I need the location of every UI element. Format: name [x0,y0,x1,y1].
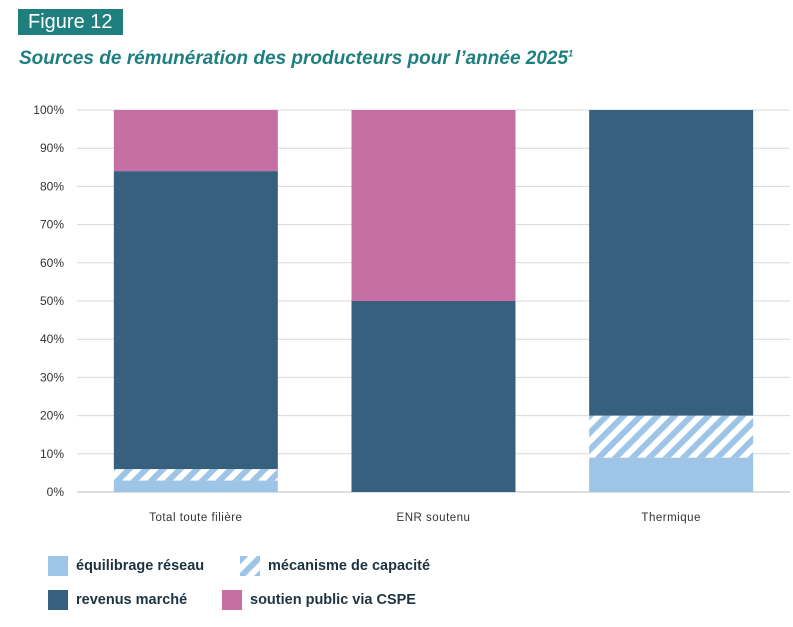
y-tick-label: 90% [40,141,64,155]
x-category-label: Total toute filière [149,512,242,524]
bar-segment-cspe [351,110,516,301]
bar-segment-equilibrage [113,480,278,492]
x-category-label: ENR soutenu [397,512,471,524]
bar-segment-equilibrage [589,457,754,492]
y-tick-label: 0% [47,485,65,499]
legend-item-marche: revenus marché [48,590,187,610]
legend-item-cspe: soutien public via CSPE [222,590,416,610]
y-tick-label: 30% [40,370,64,384]
figure-label: Figure 12 [18,9,123,35]
y-tick-label: 100% [33,103,64,117]
legend-label-equilibrage: équilibrage réseau [76,558,205,574]
y-tick-label: 20% [40,409,64,423]
bar-layer [113,110,754,492]
bar-segment-capacite [113,469,278,481]
chart-title: Sources de rémunération des producteurs … [19,48,573,70]
title-footnote-marker: 1 [568,48,574,59]
y-tick-label: 50% [40,294,64,308]
stacked-bar-chart: 0% 10% 20% 30% 40% 50% 60% 70% 80% 90% 100% Total t… [33,103,790,524]
chart-title-text: Sources de rémunération des producteurs … [19,48,569,69]
legend-swatch-capacite [240,556,260,576]
bar-segment-capacite [589,415,754,458]
axis-layer: 0% 10% 20% 30% 40% 50% 60% 70% 80% 90% 100% Total t… [33,103,700,524]
legend: équilibrage réseau mécanisme de capacité… [48,556,768,620]
y-tick-label: 10% [40,447,64,461]
bar-segment-marche [589,110,754,416]
y-tick-label: 40% [40,332,64,346]
bar-segment-marche [351,301,516,492]
legend-item-capacite: mécanisme de capacité [240,556,430,576]
legend-swatch-marche [48,590,68,610]
y-tick-label: 80% [40,179,64,193]
bar-segment-cspe [113,110,278,172]
legend-label-cspe: soutien public via CSPE [250,592,416,608]
legend-item-equilibrage: équilibrage réseau [48,556,204,576]
legend-swatch-equilibrage [48,556,68,576]
y-tick-label: 70% [40,218,64,232]
y-tick-label: 60% [40,256,64,270]
legend-swatch-cspe [222,590,242,610]
x-category-label: Thermique [641,512,700,524]
legend-label-capacite: mécanisme de capacité [268,558,431,574]
legend-label-marche: revenus marché [76,592,188,608]
bar-segment-marche [113,171,278,470]
